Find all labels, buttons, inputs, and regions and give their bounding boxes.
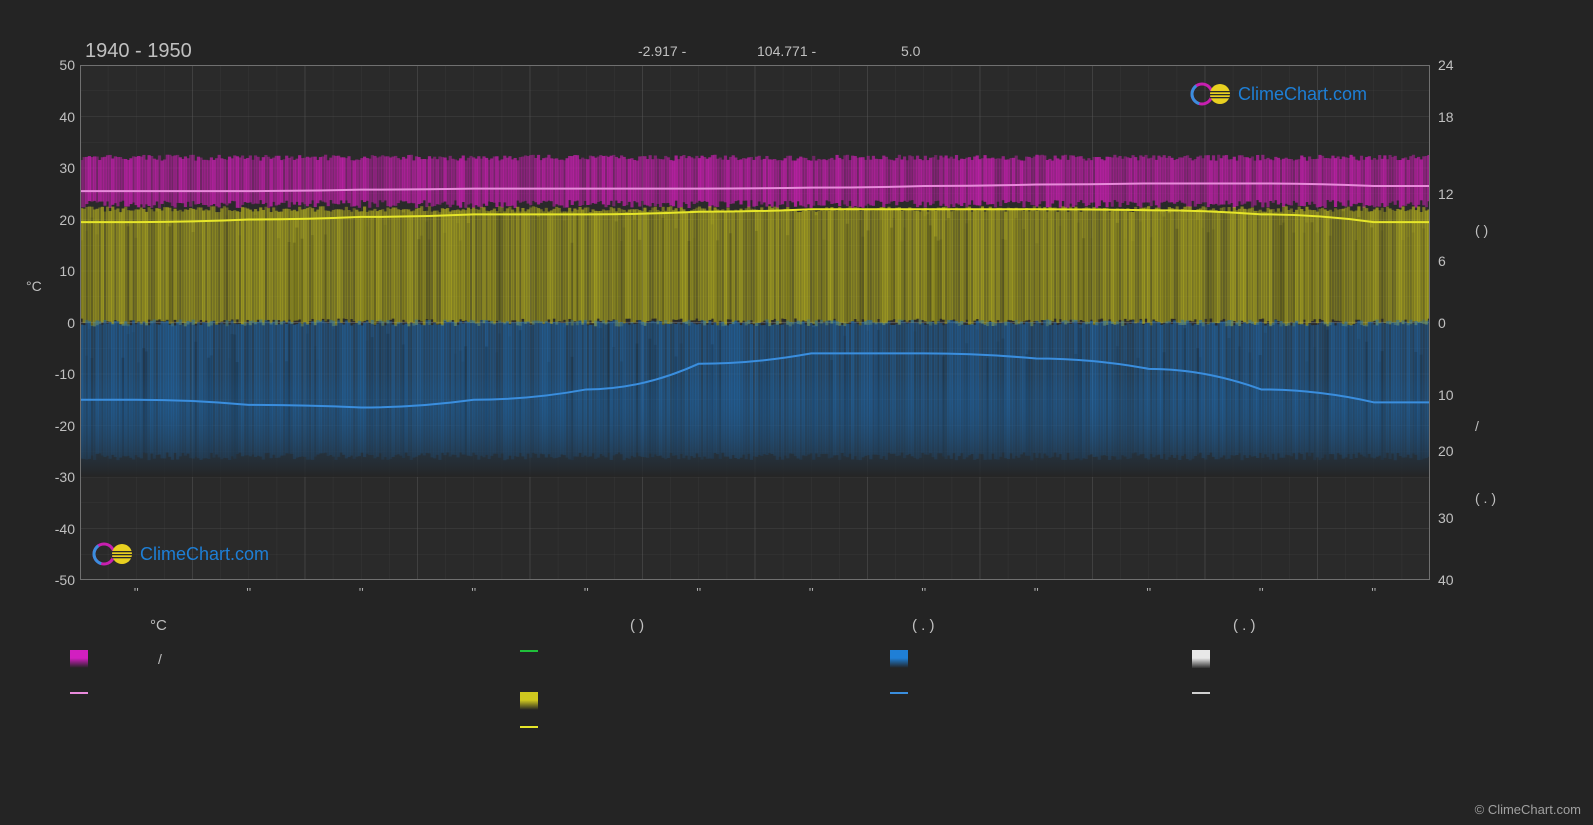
y-left-tick: -10 xyxy=(55,366,75,382)
legend-item xyxy=(70,692,158,694)
y-right-tick: 30 xyxy=(1438,510,1454,526)
watermark-logo-icon xyxy=(92,540,134,568)
y-left-tick: -30 xyxy=(55,469,75,485)
watermark-logo-icon xyxy=(1190,80,1232,108)
watermark-text: ClimeChart.com xyxy=(140,544,269,565)
legend-row: / xyxy=(70,650,1520,680)
legend-item xyxy=(520,692,608,710)
watermark: ClimeChart.com xyxy=(1190,80,1367,108)
right-axis-symbol: ( . ) xyxy=(1475,490,1496,506)
y-left-tick: -50 xyxy=(55,572,75,588)
x-tick: '' xyxy=(584,585,589,600)
y-left-ticks: 50403020100-10-20-30-40-50 xyxy=(45,65,75,580)
legend-swatch xyxy=(520,692,538,710)
right-axis-symbol: ( ) xyxy=(1475,222,1488,238)
legend-item xyxy=(520,726,608,728)
legend-line xyxy=(520,726,538,728)
y-right-tick: 6 xyxy=(1438,253,1446,269)
legend-header-row: °C ( ) ( . ) ( . ) xyxy=(0,617,1593,637)
legend-row xyxy=(70,692,1520,722)
y-left-tick: 30 xyxy=(59,160,75,176)
x-tick: '' xyxy=(134,585,139,600)
y-left-tick: 10 xyxy=(59,263,75,279)
legend-swatch xyxy=(1192,650,1210,668)
right-axis-symbol: / xyxy=(1475,418,1479,434)
y-left-tick: -40 xyxy=(55,521,75,537)
y-left-axis-label: °C xyxy=(26,278,42,294)
header-lat: -2.917 - xyxy=(638,43,686,59)
legend-header: ( ) xyxy=(630,617,644,634)
y-right-ticks: 2418126010203040 xyxy=(1438,65,1468,580)
legend-swatch xyxy=(70,650,88,668)
x-tick: '' xyxy=(359,585,364,600)
chart-plot-area xyxy=(80,65,1430,580)
y-right-tick: 10 xyxy=(1438,387,1454,403)
legend-item xyxy=(890,650,978,668)
watermark-text: ClimeChart.com xyxy=(1238,84,1367,105)
legend-row xyxy=(70,726,1520,756)
y-left-tick: -20 xyxy=(55,418,75,434)
legend-line xyxy=(520,650,538,652)
x-tick: '' xyxy=(1259,585,1264,600)
y-right-tick: 20 xyxy=(1438,443,1454,459)
x-tick: '' xyxy=(921,585,926,600)
header-elev: 5.0 xyxy=(901,43,920,59)
y-left-tick: 50 xyxy=(59,57,75,73)
legend-header: ( . ) xyxy=(912,617,935,634)
chart-title: 1940 - 1950 xyxy=(85,40,192,63)
legend-line xyxy=(1192,692,1210,694)
x-tick: '' xyxy=(696,585,701,600)
legend-header: ( . ) xyxy=(1233,617,1256,634)
watermark: ClimeChart.com xyxy=(92,540,269,568)
x-tick: '' xyxy=(1146,585,1151,600)
legend-line xyxy=(70,692,88,694)
copyright-text: © ClimeChart.com xyxy=(1475,802,1581,817)
legend-header: °C xyxy=(150,617,167,634)
y-right-tick: 12 xyxy=(1438,186,1454,202)
legend-item: / xyxy=(70,650,162,668)
y-right-tick: 18 xyxy=(1438,109,1454,125)
x-tick: '' xyxy=(809,585,814,600)
x-tick: '' xyxy=(1371,585,1376,600)
x-tick: '' xyxy=(471,585,476,600)
y-right-tick: 0 xyxy=(1438,315,1446,331)
legend-item xyxy=(520,650,608,652)
legend-line xyxy=(890,692,908,694)
y-right-tick: 24 xyxy=(1438,57,1454,73)
y-left-tick: 0 xyxy=(67,315,75,331)
legend-item xyxy=(1192,692,1280,694)
legend-item xyxy=(1192,650,1280,668)
y-left-tick: 20 xyxy=(59,212,75,228)
legend-swatch xyxy=(890,650,908,668)
x-tick: '' xyxy=(246,585,251,600)
x-ticks: '' '' '' '' '' '' '' '' '' '' '' '' xyxy=(80,585,1430,605)
legend-item xyxy=(890,692,978,694)
y-right-tick: 40 xyxy=(1438,572,1454,588)
x-tick: '' xyxy=(1034,585,1039,600)
y-left-tick: 40 xyxy=(59,109,75,125)
legend-label: / xyxy=(158,651,162,667)
header-lon: 104.771 - xyxy=(757,43,816,59)
